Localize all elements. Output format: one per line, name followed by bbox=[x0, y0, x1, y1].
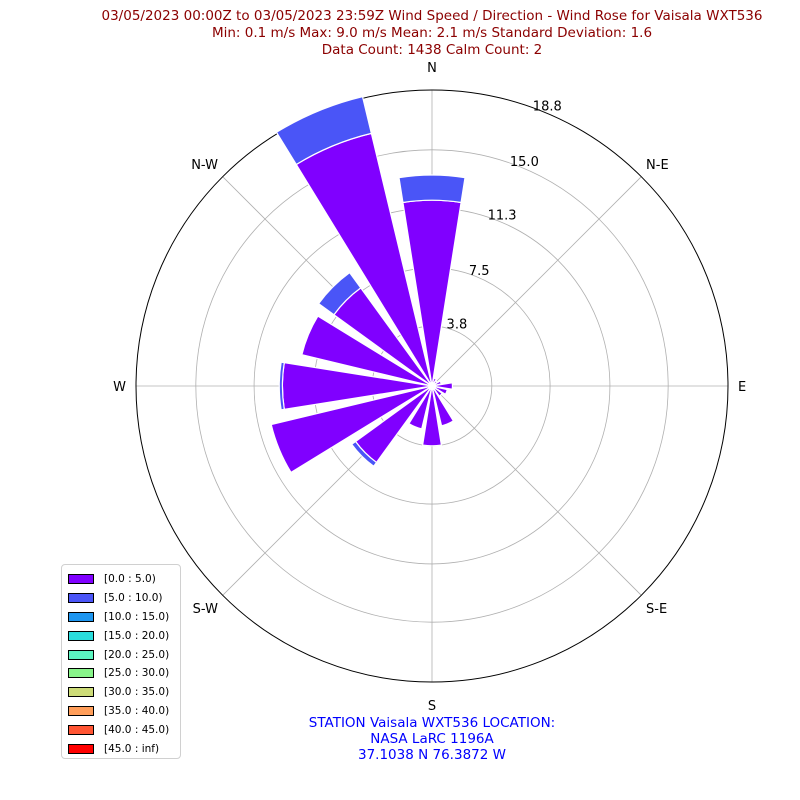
wind-bar-wsw bbox=[270, 385, 433, 474]
legend-swatch bbox=[68, 630, 94, 641]
legend-swatch bbox=[68, 724, 94, 735]
legend: [0.0 : 5.0) [5.0 : 10.0) [10.0 : 15.0) [15.… bbox=[61, 564, 181, 759]
legend-label: [40.0 : 45.0) bbox=[104, 723, 170, 736]
wind-bar-sse bbox=[431, 385, 455, 427]
direction-label: S-E bbox=[646, 602, 667, 617]
wind-bar-w bbox=[278, 361, 285, 411]
legend-entry: [40.0 : 45.0) bbox=[68, 720, 180, 739]
direction-label: N-E bbox=[646, 158, 669, 173]
title-line-1: 03/05/2023 00:00Z to 03/05/2023 23:59Z W… bbox=[101, 8, 763, 24]
legend-swatch bbox=[68, 574, 94, 585]
legend-entry: [45.0 : inf) bbox=[68, 739, 180, 758]
legend-entry: [10.0 : 15.0) bbox=[68, 608, 180, 627]
legend-entry: [5.0 : 10.0) bbox=[68, 589, 180, 608]
outer-ring bbox=[135, 89, 729, 683]
legend-label: [0.0 : 5.0) bbox=[104, 573, 156, 586]
legend-label: [30.0 : 35.0) bbox=[104, 686, 170, 699]
legend-swatch bbox=[68, 705, 94, 716]
legend-entry: [15.0 : 20.0) bbox=[68, 626, 180, 645]
direction-label: E bbox=[738, 380, 746, 395]
radial-tick-label: 18.8 bbox=[533, 100, 562, 115]
wind-bar-nw bbox=[317, 271, 362, 316]
wind-bar-sw bbox=[350, 440, 378, 468]
wind-bar-e bbox=[431, 382, 454, 390]
legend-swatch bbox=[68, 687, 94, 698]
wind-bar-ene bbox=[431, 380, 442, 387]
grid-spoke bbox=[431, 385, 642, 596]
legend-swatch bbox=[68, 611, 94, 622]
grid-spoke bbox=[431, 176, 642, 387]
legend-label: [10.0 : 15.0) bbox=[104, 610, 170, 623]
wind-bar-ssw bbox=[408, 385, 433, 430]
legend-entry: [20.0 : 25.0) bbox=[68, 645, 180, 664]
direction-label: N-W bbox=[191, 158, 218, 173]
radial-tick-label: 11.3 bbox=[488, 209, 517, 224]
direction-label: S bbox=[428, 699, 436, 714]
legend-swatch bbox=[68, 668, 94, 679]
wind-bar-s bbox=[421, 385, 443, 447]
legend-swatch bbox=[68, 649, 94, 660]
direction-label: N bbox=[427, 61, 437, 76]
legend-label: [25.0 : 30.0) bbox=[104, 667, 170, 680]
station-line-3: 37.1038 N 76.3872 W bbox=[358, 747, 506, 763]
chart-title: 03/05/2023 00:00Z to 03/05/2023 23:59Z W… bbox=[0, 8, 800, 59]
station-info: STATION Vaisala WXT536 LOCATION: NASA La… bbox=[232, 715, 632, 763]
wind-bars bbox=[270, 95, 466, 474]
legend-entry: [0.0 : 5.0) bbox=[68, 570, 180, 589]
title-line-2: Min: 0.1 m/s Max: 9.0 m/s Mean: 2.1 m/s … bbox=[211, 25, 653, 41]
direction-label: S-W bbox=[193, 602, 218, 617]
radial-tick-label: 15.0 bbox=[510, 155, 539, 170]
wind-bar-n bbox=[398, 174, 466, 204]
direction-label: W bbox=[113, 380, 126, 395]
radial-tick-label: 3.8 bbox=[447, 318, 468, 333]
legend-label: [5.0 : 10.0) bbox=[104, 592, 163, 605]
legend-swatch bbox=[68, 593, 94, 604]
radial-tick-label: 7.5 bbox=[469, 264, 490, 279]
station-line-1: STATION Vaisala WXT536 LOCATION: bbox=[308, 715, 556, 731]
axis-labels: N N-E E S-E S S-W W N-W 3.8 7.5 11.3 15.0 18.8 bbox=[113, 61, 746, 714]
wind-bar-nnw bbox=[275, 95, 373, 166]
legend-label: [20.0 : 25.0) bbox=[104, 648, 170, 661]
wind-bar-se bbox=[431, 385, 444, 398]
legend-entry: [25.0 : 30.0) bbox=[68, 664, 180, 683]
station-line-2: NASA LaRC 1196A bbox=[370, 731, 494, 747]
grid-ring bbox=[195, 149, 669, 623]
legend-label: [15.0 : 20.0) bbox=[104, 629, 170, 642]
wind-bar-wnw bbox=[301, 315, 433, 387]
legend-label: [35.0 : 40.0) bbox=[104, 704, 170, 717]
title-line-3: Data Count: 1438 Calm Count: 2 bbox=[321, 42, 543, 58]
legend-label: [45.0 : inf) bbox=[104, 742, 160, 755]
legend-entry: [35.0 : 40.0) bbox=[68, 702, 180, 721]
legend-entry: [30.0 : 35.0) bbox=[68, 683, 180, 702]
legend-swatch bbox=[68, 743, 94, 754]
